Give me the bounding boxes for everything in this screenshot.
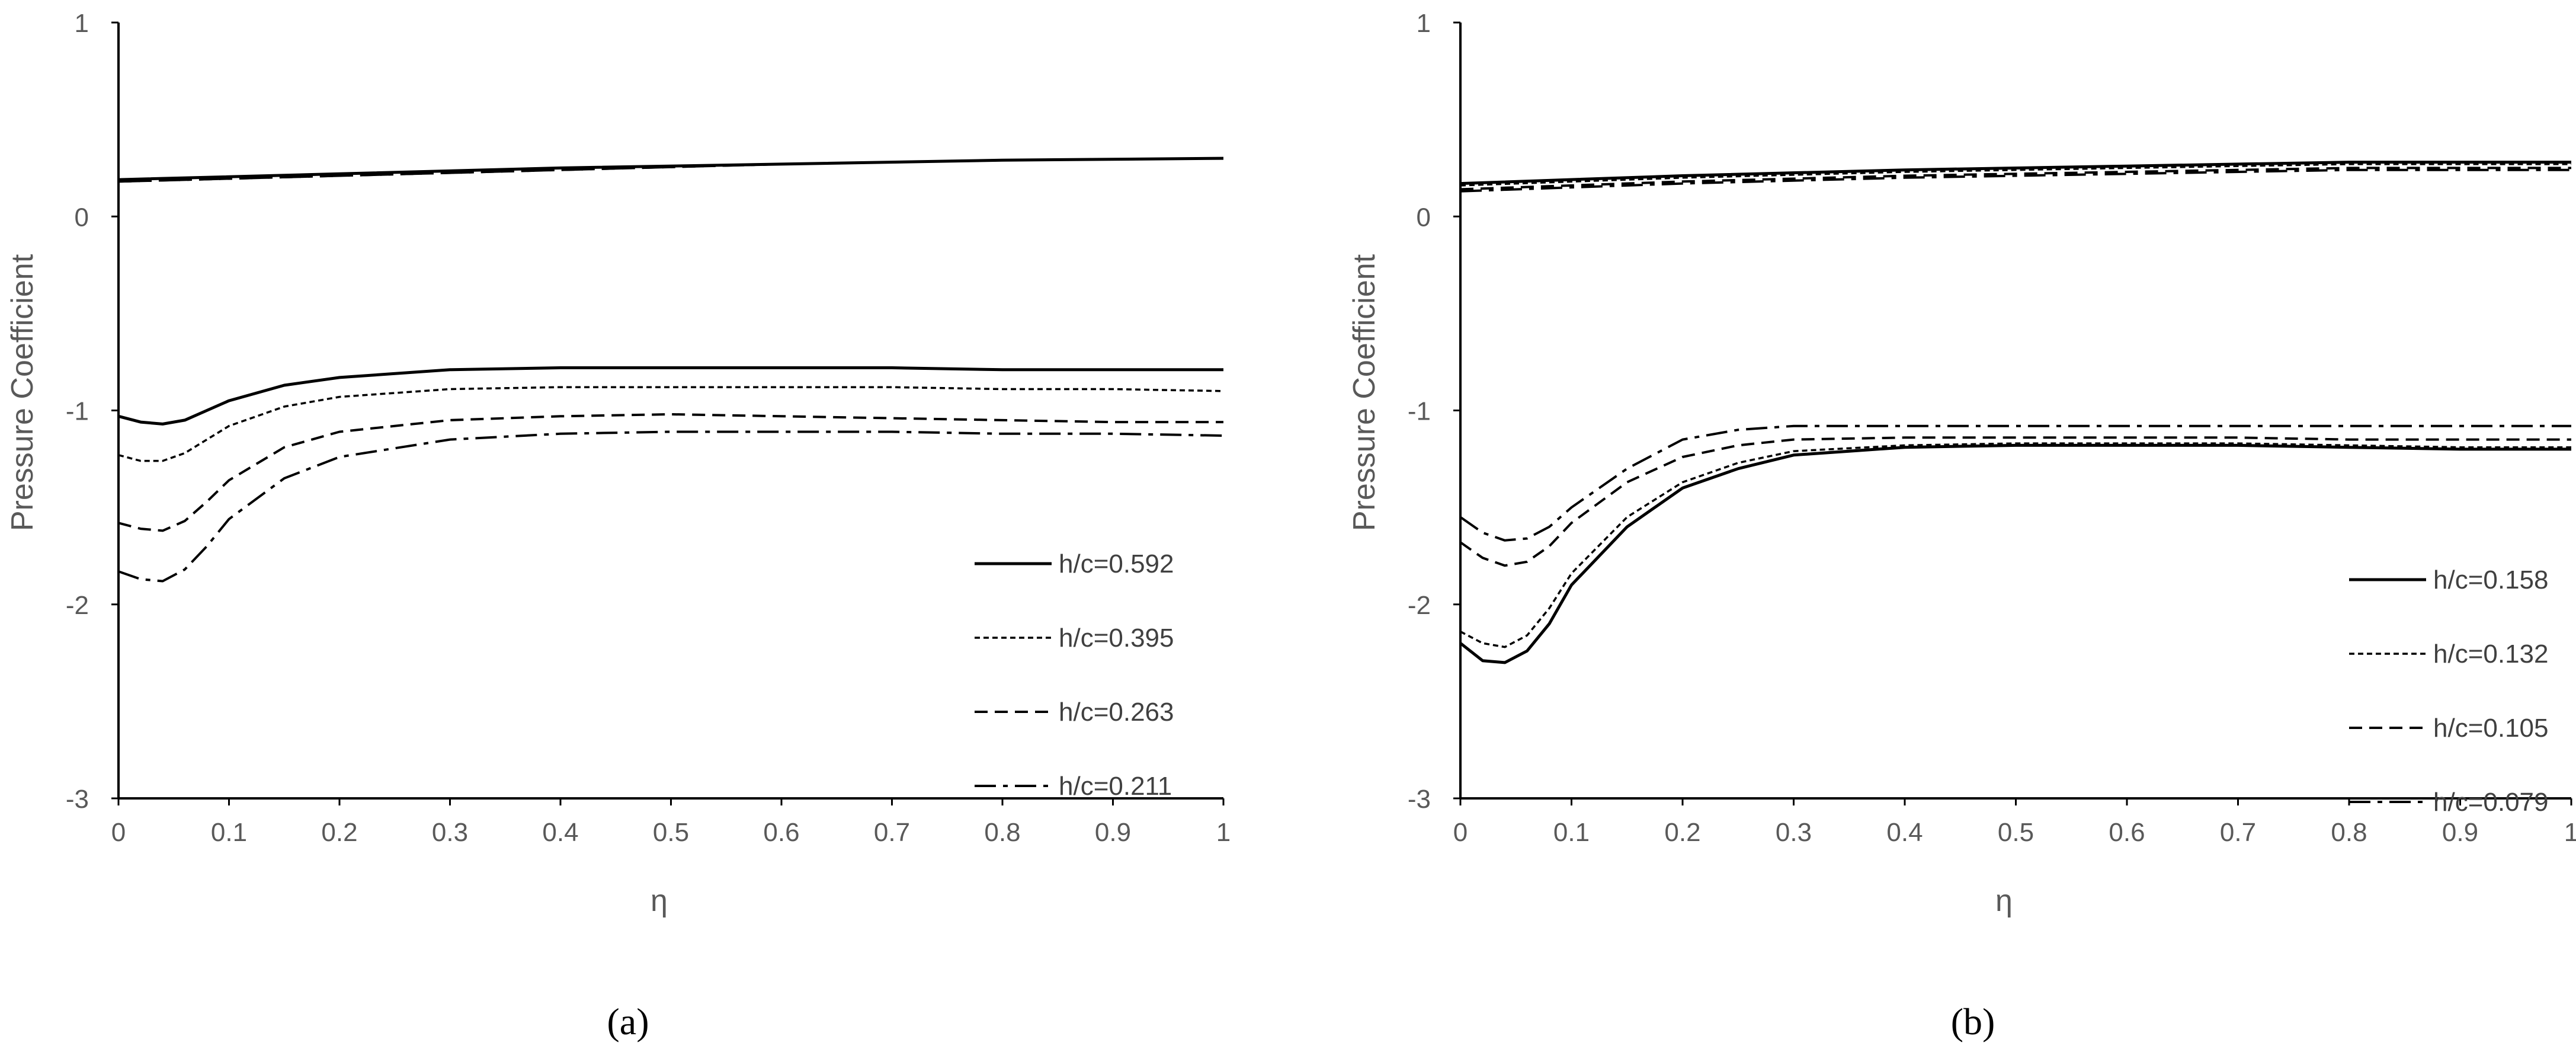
- x-tick-label: 0.5: [1998, 818, 2034, 847]
- series-line-h/c=0.263-lower: [118, 413, 1223, 532]
- legend-label: h/c=0.158: [2433, 565, 2549, 594]
- panel-caption: (a): [607, 1000, 649, 1043]
- x-tick-label: 1: [1216, 818, 1231, 847]
- x-tick-label: 0.9: [1095, 818, 1131, 847]
- x-tick-label: 1: [2564, 818, 2576, 847]
- legend-label: h/c=0.592: [1059, 549, 1174, 578]
- series-line-h/c=0.158-upper: [1460, 161, 2571, 186]
- series-line-h/c=0.211-lower: [118, 430, 1224, 583]
- x-tick-label: 0: [111, 818, 126, 847]
- y-tick-label: -2: [66, 591, 89, 620]
- series-line-h/c=0.132-lower: [1460, 442, 2571, 648]
- x-tick-label: 0.1: [211, 818, 247, 847]
- x-tick-label: 0.6: [763, 818, 799, 847]
- series-line-h/c=0.079-lower: [1459, 424, 2571, 542]
- legend-label: h/c=0.211: [1059, 772, 1172, 801]
- y-tick-label: -1: [66, 397, 89, 426]
- y-axis-title: Pressure Coefficient: [1347, 254, 1382, 531]
- x-tick-label: 0.4: [542, 818, 578, 847]
- x-tick-label: 0.7: [874, 818, 910, 847]
- series-line-h/c=0.158-lower: [1459, 443, 2571, 664]
- series-line-h/c=0.132-upper: [1460, 163, 2571, 187]
- legend-label: h/c=0.079: [2433, 788, 2549, 817]
- x-tick-label: 0.9: [2442, 818, 2478, 847]
- legend-label: h/c=0.395: [1059, 624, 1174, 653]
- series-line-h/c=0.105-upper: [1460, 167, 2571, 191]
- series-line-h/c=0.079-upper: [1460, 168, 2571, 193]
- legend-label: h/c=0.263: [1059, 698, 1174, 727]
- x-tick-label: 0.8: [984, 818, 1020, 847]
- series-line-h/c=0.105-lower: [1459, 436, 2571, 567]
- x-tick-label: 0.1: [1553, 818, 1590, 847]
- legend-label: h/c=0.132: [2433, 640, 2549, 669]
- y-tick-label: -3: [1408, 785, 1431, 814]
- x-tick-label: 0.3: [1776, 818, 1812, 847]
- series-line-h/c=0.211-upper: [118, 157, 1224, 183]
- y-tick-label: 1: [1417, 9, 1431, 38]
- y-tick-label: 1: [75, 9, 89, 38]
- y-tick-label: 0: [1417, 203, 1431, 232]
- y-tick-label: 0: [75, 203, 89, 232]
- x-tick-label: 0.2: [321, 818, 357, 847]
- legend-label: h/c=0.105: [2433, 714, 2549, 743]
- y-axis-title: Pressure Coefficient: [5, 254, 40, 531]
- x-tick-label: 0.6: [2109, 818, 2145, 847]
- y-tick-label: -1: [1408, 397, 1431, 426]
- series-line-h/c=0.592-lower: [118, 366, 1223, 426]
- x-tick-label: 0.2: [1664, 818, 1700, 847]
- panel-caption: (b): [1951, 1000, 1995, 1043]
- x-tick-label: 0.5: [653, 818, 689, 847]
- series-line-h/c=0.395-lower: [118, 386, 1224, 462]
- x-axis-title: η: [1995, 884, 2013, 918]
- x-tick-label: 0.7: [2220, 818, 2256, 847]
- x-tick-label: 0: [1453, 818, 1468, 847]
- x-axis-title: η: [651, 884, 668, 918]
- x-tick-label: 0.4: [1886, 818, 1923, 847]
- y-tick-label: -2: [1408, 591, 1431, 620]
- chart-panel-a: 0 0.1 0.2 0.3 0.4 0.5 0.6 0.7 0.8 0.9 1 -3 -2 -1 0 1 η Pr…: [5, 9, 1231, 1043]
- chart-panel-b: 0 0.1 0.2 0.3 0.4 0.5 0.6 0.7 0.8 0.9 1 -3 -2 -1 0 1 η Pr…: [1347, 9, 2576, 1043]
- x-tick-label: 0.3: [432, 818, 468, 847]
- y-tick-label: -3: [66, 785, 89, 814]
- x-tick-label: 0.8: [2331, 818, 2367, 847]
